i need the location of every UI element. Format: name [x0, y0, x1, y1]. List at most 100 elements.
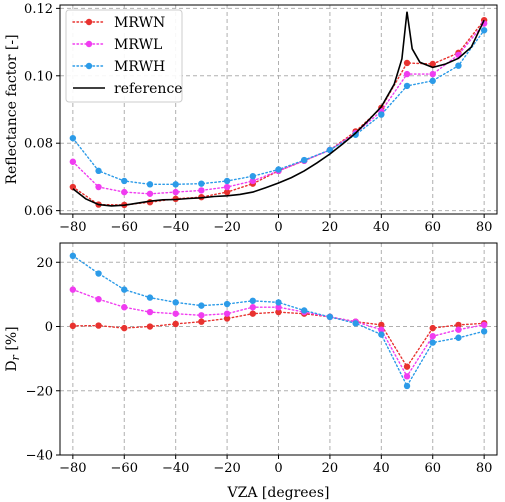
data-point: [480, 321, 488, 329]
data-point: [172, 188, 179, 196]
data-point: [223, 177, 231, 185]
y-tick-label: 0.08: [24, 137, 53, 152]
x-tick-label: −20: [213, 461, 240, 476]
data-point: [198, 180, 205, 187]
data-point: [429, 70, 436, 78]
y-tick-label: 0: [45, 320, 53, 335]
deviation-panel: −80 −60 −40 −20 0 20 40 60 80 −40 −20 0 20 Dr [%] VZA …: [4, 242, 498, 501]
data-point: [352, 320, 359, 327]
legend-label: MRWH: [114, 59, 165, 75]
x-tick-label: −40: [162, 461, 189, 476]
data-point: [121, 324, 128, 332]
data-point: [146, 181, 154, 188]
data-point: [121, 188, 128, 196]
data-point: [480, 27, 488, 34]
data-point: [249, 297, 256, 305]
data-point: [249, 304, 256, 311]
legend-box: [65, 9, 183, 103]
data-point: [223, 188, 231, 196]
data-point: [249, 173, 256, 180]
x-tick-label: −60: [111, 461, 138, 476]
data-point: [429, 332, 436, 340]
data-point: [121, 177, 128, 185]
x-tick-label: −20: [213, 220, 240, 235]
data-point: [301, 307, 308, 314]
data-point: [378, 326, 385, 333]
x-tick-label: 20: [322, 220, 339, 235]
x-tick-label: 60: [424, 220, 441, 235]
x-tick-label: 40: [373, 220, 390, 235]
legend-marker: [85, 40, 93, 48]
y-tick-label: −40: [26, 449, 53, 464]
y-axis-label: Dr [%]: [4, 326, 22, 371]
legend-label: MRWL: [114, 37, 162, 53]
data-point: [429, 339, 436, 346]
x-tick-label: 0: [274, 220, 282, 235]
y-tick-label: −20: [26, 384, 53, 399]
data-point: [95, 322, 102, 329]
data-point: [480, 328, 488, 335]
legend-label: MRWN: [114, 15, 165, 31]
data-point: [352, 131, 359, 138]
data-point: [378, 331, 385, 338]
data-point: [69, 183, 77, 191]
legend-item: MRWH: [72, 59, 165, 75]
series-line: [72, 311, 485, 368]
data-point: [95, 296, 102, 303]
reflectance-panel: −80 −60 −40 −20 0 20 40 60 80 0.06 0.08 0.10 0.12 Ref…: [4, 2, 498, 235]
data-point: [223, 310, 231, 317]
x-tick-label: 40: [373, 461, 390, 476]
y-tick-label: 0.10: [24, 69, 53, 84]
x-tick-label: −40: [162, 220, 189, 235]
data-point: [275, 299, 282, 306]
data-point: [403, 373, 411, 380]
data-point: [198, 302, 205, 309]
data-point: [275, 304, 282, 311]
x-tick-label: −80: [59, 461, 86, 476]
x-tick-label: 60: [424, 461, 441, 476]
data-point: [198, 312, 205, 319]
data-point: [249, 177, 256, 185]
data-point: [455, 62, 462, 69]
data-point: [301, 156, 308, 164]
y-tick-label: 20: [36, 256, 53, 271]
series-reference: [72, 11, 485, 207]
x-tick-label: −80: [59, 220, 86, 235]
x-tick-label: 80: [476, 461, 493, 476]
data-point: [455, 326, 462, 333]
x-tick-label: 20: [322, 461, 339, 476]
data-point: [69, 158, 77, 165]
series-mrwh: [69, 27, 488, 188]
data-point: [455, 334, 462, 341]
data-point: [223, 183, 231, 191]
legend-item: reference: [73, 81, 183, 97]
data-point: [172, 299, 179, 306]
x-tick-label: 80: [476, 220, 493, 235]
data-point: [69, 322, 77, 330]
data-point: [223, 315, 231, 322]
series-line: [72, 11, 485, 207]
data-point: [326, 146, 334, 154]
data-point: [95, 167, 102, 175]
data-point: [146, 323, 154, 330]
data-point: [403, 382, 411, 390]
y-axis-label: Reflectance factor [-]: [4, 34, 20, 184]
data-point: [172, 320, 179, 328]
data-point: [275, 308, 282, 316]
data-point: [429, 324, 436, 332]
data-point: [69, 134, 77, 142]
data-point: [403, 82, 411, 90]
data-point: [223, 300, 231, 308]
data-point: [378, 321, 385, 329]
data-point: [429, 77, 436, 85]
x-tick-label: 0: [274, 461, 282, 476]
data-point: [378, 111, 385, 118]
series-mrwn: [69, 308, 488, 370]
data-point: [455, 321, 462, 329]
data-point: [172, 181, 179, 188]
data-point: [95, 183, 102, 191]
series-mrwh: [69, 252, 488, 390]
x-tick-label: −60: [111, 220, 138, 235]
data-point: [403, 70, 411, 78]
